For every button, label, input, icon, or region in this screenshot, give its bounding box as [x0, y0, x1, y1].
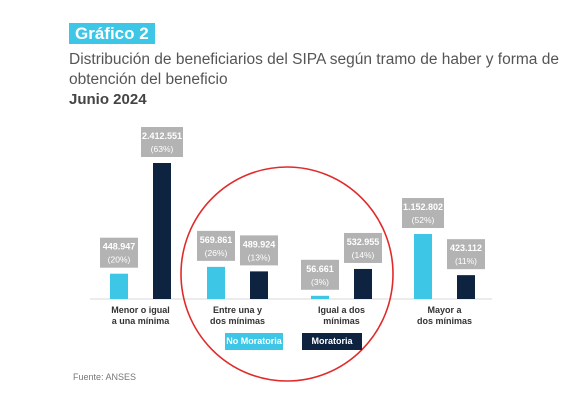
data-label-value: 448.947 — [103, 242, 136, 252]
data-label-percent: (14%) — [352, 250, 375, 260]
category-label: Mayor a — [427, 305, 462, 315]
data-label-box — [301, 259, 339, 290]
data-label-box — [240, 235, 278, 266]
data-label-box — [100, 237, 138, 268]
chart-title: Distribución de beneficiarios del SIPA s… — [69, 51, 559, 88]
chart-date: Junio 2024 — [69, 91, 147, 108]
source-note: Fuente: ANSES — [73, 372, 137, 382]
highlight-circle — [180, 166, 394, 382]
bar — [153, 163, 171, 299]
data-label-percent: (13%) — [248, 252, 271, 262]
bar — [207, 266, 225, 299]
data-label-value: 532.955 — [347, 237, 380, 247]
data-label-box — [447, 239, 485, 270]
category-label: dos mínimas — [417, 316, 472, 326]
category-label: Entre una y — [213, 305, 262, 315]
data-label-percent: (63%) — [151, 144, 174, 154]
data-label-percent: (3%) — [311, 277, 329, 287]
data-label-percent: (11%) — [455, 256, 477, 266]
data-label-percent: (52%) — [412, 215, 435, 225]
data-label-value: 1.152.802 — [403, 202, 443, 212]
bar — [110, 273, 128, 299]
data-label-value: 423.112 — [450, 243, 482, 253]
data-label-box — [141, 127, 183, 157]
bar — [311, 295, 329, 299]
data-label-value: 56.661 — [306, 264, 334, 274]
data-label-box — [197, 230, 235, 261]
bar — [354, 268, 372, 299]
data-label-box — [344, 232, 382, 263]
legend-moratoria: Moratoria — [302, 333, 362, 350]
category-label: Igual a dos — [318, 305, 365, 315]
data-label-value: 569.861 — [200, 235, 233, 245]
data-label-box — [402, 198, 444, 229]
category-label: a una mínima — [112, 316, 171, 326]
chart-number-badge: Gráfico 2 — [69, 23, 155, 44]
data-label-value: 2.412.551 — [142, 131, 182, 141]
category-label: mínimas — [323, 316, 360, 326]
data-label-percent: (20%) — [108, 255, 131, 265]
bar — [457, 275, 475, 299]
data-label-percent: (26%) — [205, 248, 228, 258]
legend-no-moratoria: No Moratoria — [225, 333, 283, 350]
data-label-value: 489.924 — [243, 239, 276, 249]
bar — [414, 234, 432, 299]
category-label: Menor o igual — [111, 305, 170, 315]
category-label: dos mínimas — [210, 316, 265, 326]
bar — [250, 271, 268, 299]
